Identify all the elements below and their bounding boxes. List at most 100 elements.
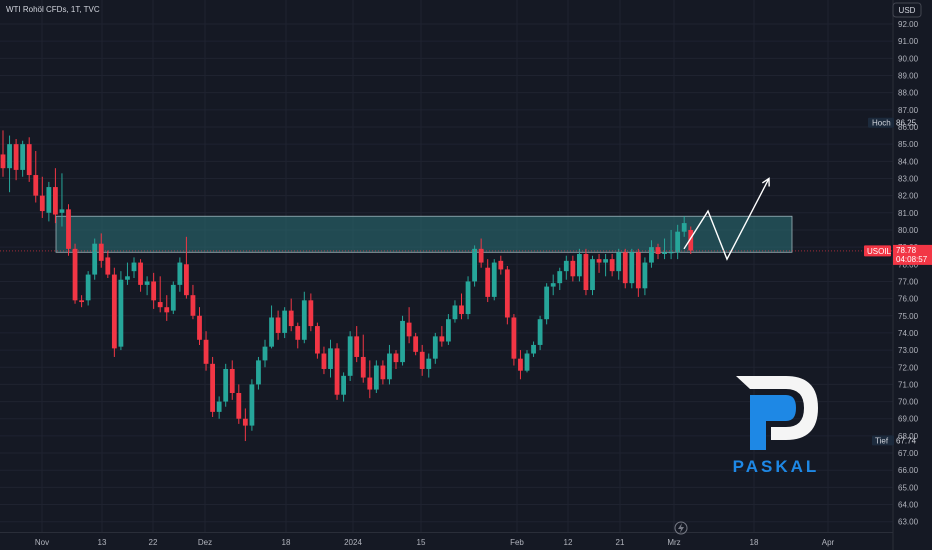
price-axis[interactable]: 63.00 64.00 65.00 66.00 67.00 68.00 69.00 70.00… xyxy=(892,0,919,550)
candle-body xyxy=(406,322,412,337)
candle xyxy=(13,139,19,181)
time-axis[interactable]: Nov 13 22 Dez 18 2024 15 Feb 12 21 Mrz 18 Apr xyxy=(0,532,893,548)
candle xyxy=(223,363,229,407)
candle-body xyxy=(210,363,215,412)
candle-body xyxy=(256,360,261,385)
candle-body xyxy=(275,317,281,333)
candle xyxy=(616,248,622,280)
candle-body xyxy=(301,300,307,340)
candle xyxy=(33,151,39,203)
candle-body xyxy=(216,401,222,412)
candle xyxy=(295,322,301,349)
x-tick-label: 13 xyxy=(98,538,107,547)
candle-body xyxy=(635,252,641,289)
candle xyxy=(111,267,117,357)
candle xyxy=(269,305,274,349)
candle-body xyxy=(125,276,130,280)
candle-body xyxy=(400,320,405,363)
lightning-icon[interactable] xyxy=(674,521,688,535)
candle xyxy=(282,307,288,339)
candle-body xyxy=(26,144,32,176)
x-tick-label: 18 xyxy=(750,538,759,547)
candle-body xyxy=(7,144,12,169)
candle-body xyxy=(85,274,91,301)
candle xyxy=(7,135,12,193)
candle xyxy=(504,266,510,325)
candle xyxy=(373,360,379,393)
candle-body xyxy=(92,243,98,275)
candle-body xyxy=(347,336,353,376)
y-tick-label: 90.00 xyxy=(898,54,919,63)
y-tick-label: 74.00 xyxy=(898,329,919,338)
x-tick-label: Feb xyxy=(510,538,524,547)
candle xyxy=(321,346,327,375)
candle xyxy=(400,315,405,366)
candle-body xyxy=(419,351,425,369)
candle xyxy=(184,236,189,299)
candle xyxy=(125,262,130,285)
candle xyxy=(138,259,143,292)
paskal-logo: PASKAL xyxy=(733,376,820,476)
candle xyxy=(328,339,333,378)
currency-button[interactable]: USD xyxy=(892,2,922,18)
candle xyxy=(334,343,340,400)
candle xyxy=(603,253,608,277)
candle-body xyxy=(387,353,392,380)
candle-body xyxy=(446,319,451,342)
candle xyxy=(367,360,373,399)
candle-body xyxy=(131,262,137,272)
candle xyxy=(491,259,497,301)
candle-body xyxy=(229,368,235,393)
candle-body xyxy=(105,257,111,275)
candle xyxy=(511,314,517,366)
candle xyxy=(577,248,582,282)
grid-lines xyxy=(0,0,893,532)
projection-arrow xyxy=(683,177,770,261)
chart-title: WTI Rohöl CFDs, 1T, TVC xyxy=(6,5,100,14)
low-value: 67.74 xyxy=(896,436,917,445)
candle-body xyxy=(518,358,523,371)
candle xyxy=(308,293,314,332)
candle-body xyxy=(649,247,654,263)
y-tick-label: 67.00 xyxy=(898,449,919,458)
y-tick-label: 82.00 xyxy=(898,192,919,201)
x-tick-label: Mrz xyxy=(667,538,680,547)
last-price-value: 78.78 xyxy=(896,246,917,255)
candle-body xyxy=(190,295,196,316)
candle-body xyxy=(544,286,550,320)
x-tick-label: Dez xyxy=(198,538,212,547)
candle-body xyxy=(144,281,150,285)
candle-body xyxy=(269,317,274,347)
candle-body xyxy=(498,260,504,270)
candle-body xyxy=(675,231,681,253)
candle xyxy=(249,379,255,431)
candle xyxy=(681,216,687,237)
candle xyxy=(288,298,294,332)
candle-body xyxy=(603,259,608,263)
candle xyxy=(531,341,536,357)
price-markers: Hoch 86.25 Tief 67.74 USOIL 78.78 04:08:… xyxy=(0,117,932,446)
y-tick-label: 88.00 xyxy=(898,89,919,98)
candle-body xyxy=(504,269,510,318)
candle xyxy=(675,224,681,260)
logo-text: PASKAL xyxy=(733,457,820,476)
candle xyxy=(596,253,602,273)
candle xyxy=(387,344,392,385)
y-tick-label: 76.00 xyxy=(898,295,919,304)
candle-body xyxy=(531,344,536,354)
candle xyxy=(164,295,170,321)
candle xyxy=(216,396,222,419)
candle-body xyxy=(170,284,176,311)
y-tick-label: 83.00 xyxy=(898,174,919,183)
projection-arrowhead xyxy=(761,177,770,187)
high-marker: Hoch 86.25 xyxy=(868,117,917,128)
candle xyxy=(465,276,471,320)
candle-body xyxy=(197,315,202,340)
candle xyxy=(668,229,674,260)
candle-body xyxy=(373,365,379,390)
candle xyxy=(655,243,661,260)
candle xyxy=(413,332,419,356)
candle-body xyxy=(570,260,576,277)
candle-body xyxy=(622,252,628,284)
